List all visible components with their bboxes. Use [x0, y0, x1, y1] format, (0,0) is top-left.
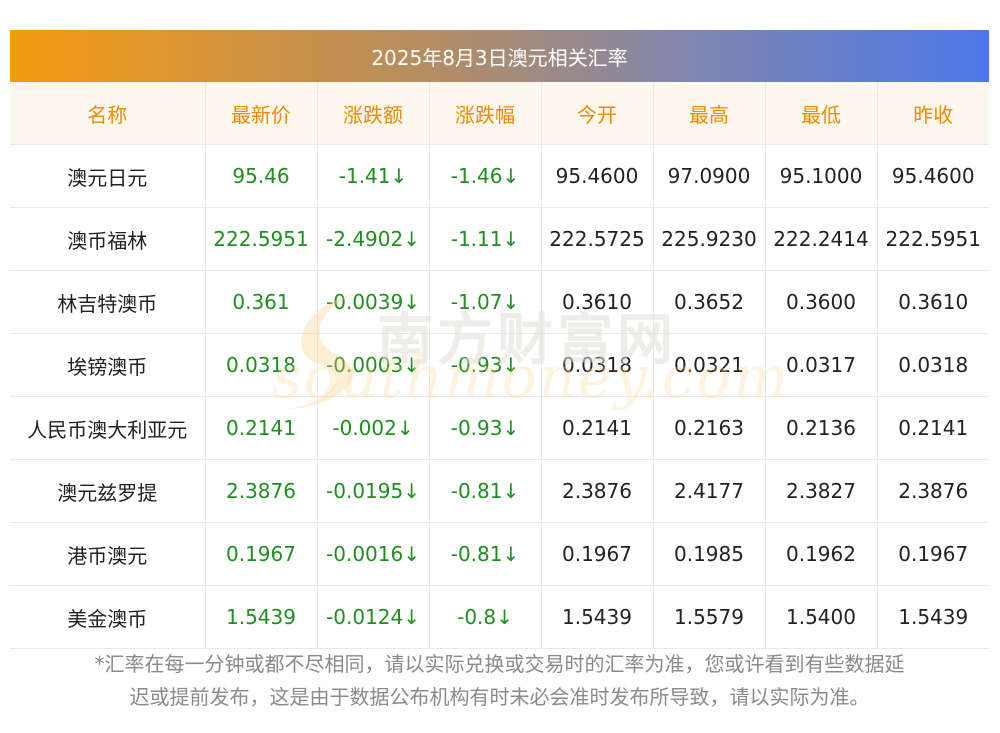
- header-open: 今开: [541, 82, 654, 145]
- table-row: 埃镑澳币 0.0318 -0.0003↓ -0.93↓ 0.0318 0.032…: [10, 333, 989, 397]
- cell-change: -0.002↓: [317, 396, 430, 460]
- cell-open: 0.1967: [541, 522, 654, 586]
- cell-open: 2.3876: [541, 459, 654, 523]
- cell-low: 0.2136: [765, 396, 878, 460]
- table-row: 人民币澳大利亚元 0.2141 -0.002↓ -0.93↓ 0.2141 0.…: [10, 396, 989, 460]
- cell-latest: 222.5951: [205, 207, 318, 271]
- cell-prev-close: 0.3610: [877, 270, 989, 334]
- cell-name: 林吉特澳币: [10, 270, 206, 334]
- cell-open: 95.4600: [541, 144, 654, 208]
- cell-high: 2.4177: [653, 459, 766, 523]
- cell-change-pct: -0.93↓: [429, 396, 542, 460]
- cell-latest: 2.3876: [205, 459, 318, 523]
- cell-latest: 0.1967: [205, 522, 318, 586]
- table-row: 澳元日元 95.46 -1.41↓ -1.46↓ 95.4600 97.0900…: [10, 144, 989, 208]
- cell-change-pct: -0.81↓: [429, 522, 542, 586]
- cell-open: 222.5725: [541, 207, 654, 271]
- header-change: 涨跌额: [317, 82, 430, 145]
- cell-low: 0.3600: [765, 270, 878, 334]
- cell-latest: 0.361: [205, 270, 318, 334]
- header-prev-close: 昨收: [877, 82, 989, 145]
- cell-change: -0.0124↓: [317, 585, 430, 649]
- disclaimer-footnote: *汇率在每一分钟或都不尽相同，请以实际兑换或交易时的汇率为准，您或许看到有些数据…: [10, 648, 989, 714]
- cell-change-pct: -0.93↓: [429, 333, 542, 397]
- cell-name: 澳元兹罗提: [10, 459, 206, 523]
- cell-latest: 0.2141: [205, 396, 318, 460]
- table-row: 港币澳元 0.1967 -0.0016↓ -0.81↓ 0.1967 0.198…: [10, 522, 989, 586]
- cell-low: 1.5400: [765, 585, 878, 649]
- cell-prev-close: 95.4600: [877, 144, 989, 208]
- cell-high: 97.0900: [653, 144, 766, 208]
- cell-change: -0.0039↓: [317, 270, 430, 334]
- cell-open: 0.2141: [541, 396, 654, 460]
- cell-prev-close: 0.1967: [877, 522, 989, 586]
- table-title: 2025年8月3日澳元相关汇率: [10, 30, 989, 82]
- cell-change: -1.41↓: [317, 144, 430, 208]
- cell-change-pct: -1.07↓: [429, 270, 542, 334]
- cell-open: 0.3610: [541, 270, 654, 334]
- cell-low: 95.1000: [765, 144, 878, 208]
- cell-change: -0.0016↓: [317, 522, 430, 586]
- cell-prev-close: 0.0318: [877, 333, 989, 397]
- cell-name: 澳币福林: [10, 207, 206, 271]
- header-high: 最高: [653, 82, 766, 145]
- cell-name: 澳元日元: [10, 144, 206, 208]
- footnote-line-1: *汇率在每一分钟或都不尽相同，请以实际兑换或交易时的汇率为准，您或许看到有些数据…: [94, 652, 905, 676]
- cell-open: 0.0318: [541, 333, 654, 397]
- cell-prev-close: 2.3876: [877, 459, 989, 523]
- cell-open: 1.5439: [541, 585, 654, 649]
- table-row: 澳币福林 222.5951 -2.4902↓ -1.11↓ 222.5725 2…: [10, 207, 989, 271]
- header-latest: 最新价: [205, 82, 318, 145]
- rate-table-container: 2025年8月3日澳元相关汇率 名称 最新价 涨跌额 涨跌幅 今开 最高 最低 …: [10, 30, 989, 649]
- cell-latest: 95.46: [205, 144, 318, 208]
- cell-change-pct: -0.8↓: [429, 585, 542, 649]
- cell-name: 人民币澳大利亚元: [10, 396, 206, 460]
- header-change-pct: 涨跌幅: [429, 82, 542, 145]
- footnote-line-2: 迟或提前发布，这是由于数据公布机构有时未必会准时发布所导致，请以实际为准。: [129, 685, 870, 709]
- cell-low: 222.2414: [765, 207, 878, 271]
- cell-low: 0.0317: [765, 333, 878, 397]
- header-row: 名称 最新价 涨跌额 涨跌幅 今开 最高 最低 昨收: [10, 82, 989, 145]
- cell-low: 2.3827: [765, 459, 878, 523]
- cell-change-pct: -1.11↓: [429, 207, 542, 271]
- cell-low: 0.1962: [765, 522, 878, 586]
- cell-latest: 1.5439: [205, 585, 318, 649]
- table-row: 林吉特澳币 0.361 -0.0039↓ -1.07↓ 0.3610 0.365…: [10, 270, 989, 334]
- cell-prev-close: 222.5951: [877, 207, 989, 271]
- exchange-rate-table: 名称 最新价 涨跌额 涨跌幅 今开 最高 最低 昨收 澳元日元 95.46 -1…: [10, 82, 989, 649]
- cell-high: 0.0321: [653, 333, 766, 397]
- table-title-text: 2025年8月3日澳元相关汇率: [371, 45, 628, 70]
- cell-prev-close: 1.5439: [877, 585, 989, 649]
- cell-change: -0.0195↓: [317, 459, 430, 523]
- table-row: 澳元兹罗提 2.3876 -0.0195↓ -0.81↓ 2.3876 2.41…: [10, 459, 989, 523]
- header-low: 最低: [765, 82, 878, 145]
- cell-name: 美金澳币: [10, 585, 206, 649]
- cell-prev-close: 0.2141: [877, 396, 989, 460]
- cell-change: -0.0003↓: [317, 333, 430, 397]
- cell-change-pct: -0.81↓: [429, 459, 542, 523]
- cell-name: 港币澳元: [10, 522, 206, 586]
- cell-latest: 0.0318: [205, 333, 318, 397]
- cell-high: 225.9230: [653, 207, 766, 271]
- cell-high: 0.3652: [653, 270, 766, 334]
- cell-change: -2.4902↓: [317, 207, 430, 271]
- header-name: 名称: [10, 82, 206, 145]
- cell-high: 0.2163: [653, 396, 766, 460]
- cell-high: 1.5579: [653, 585, 766, 649]
- table-row: 美金澳币 1.5439 -0.0124↓ -0.8↓ 1.5439 1.5579…: [10, 585, 989, 649]
- cell-name: 埃镑澳币: [10, 333, 206, 397]
- cell-change-pct: -1.46↓: [429, 144, 542, 208]
- cell-high: 0.1985: [653, 522, 766, 586]
